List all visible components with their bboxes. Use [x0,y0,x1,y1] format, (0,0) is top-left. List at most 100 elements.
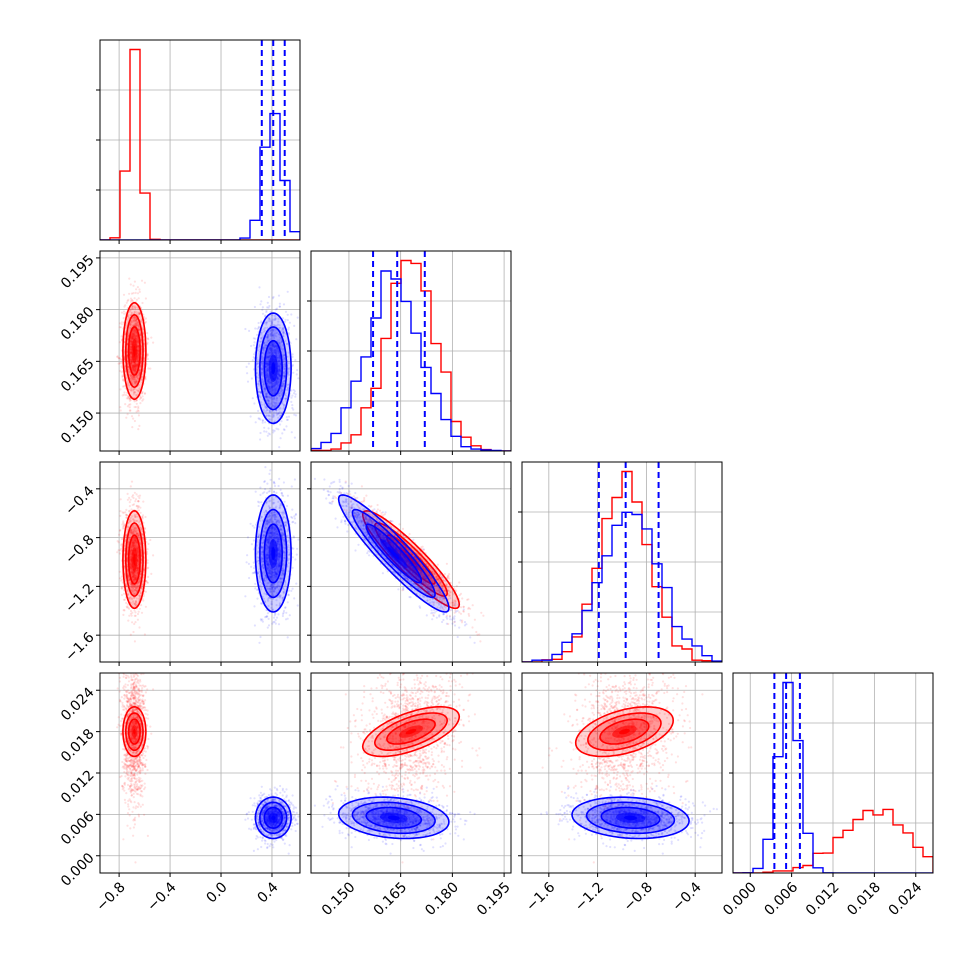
scatter-point [279,423,281,425]
scatter-point [262,306,264,308]
scatter-point [301,364,303,366]
scatter-point [134,281,136,283]
scatter-point [290,397,292,399]
scatter-point [120,326,122,328]
scatter-point [290,313,292,315]
scatter-point [248,563,250,565]
scatter-point [152,554,154,556]
scatter-point [121,321,123,323]
scatter-point [137,428,139,430]
scatter-point [275,623,277,625]
scatter-point [274,613,276,615]
scatter-point [295,583,297,585]
scatter-point [296,373,298,375]
scatter-point [268,618,270,620]
scatter-point [138,497,140,499]
scatter-point [294,437,296,439]
scatter-point [295,514,297,516]
scatter-point [263,430,265,432]
scatter-point [252,359,254,361]
scatter-point [262,419,264,421]
scatter-point [131,426,133,428]
scatter-point [147,543,149,545]
scatter-point [290,389,292,391]
scatter-point [262,422,264,424]
scatter-point [119,406,121,408]
scatter-point [118,357,120,359]
scatter-point [132,285,134,287]
scatter-point [147,567,149,569]
scatter-point [122,394,124,396]
scatter-point [300,577,302,579]
scatter-point [283,303,285,305]
scatter-point [147,338,149,340]
scatter-point [116,551,118,553]
scatter-point [138,425,140,427]
scatter-point [150,337,152,339]
panel-1-0 [96,251,303,479]
scatter-point [295,393,297,395]
scatter-point [120,544,122,546]
scatter-point [132,504,134,506]
scatter-point [123,313,125,315]
scatter-point [260,501,262,503]
scatter-point [256,598,258,600]
scatter-point [263,427,265,429]
scatter-point [253,341,255,343]
scatter-point [134,420,136,422]
scatter-point [289,322,291,324]
scatter-point [122,614,124,616]
scatter-point [135,498,137,500]
scatter-point [261,603,263,605]
scatter-point [121,371,123,373]
scatter-point [296,554,298,556]
scatter-point [119,552,121,554]
scatter-point [288,590,290,592]
scatter-point [136,411,138,413]
scatter-point [130,485,132,487]
scatter-point [291,485,293,487]
scatter-point [248,330,250,332]
scatter-point [133,623,135,625]
scatter-point [297,604,299,606]
scatter-point [287,319,289,321]
scatter-point [121,538,123,540]
panel-2-0 [96,444,303,666]
scatter-point [266,483,268,485]
scatter-point [123,391,125,393]
scatter-point [279,306,281,308]
scatter-point [131,615,133,617]
scatter-point [136,299,138,301]
scatter-point [144,392,146,394]
scatter-point [262,621,264,623]
scatter-point [281,492,283,494]
scatter-point [253,353,255,355]
scatter-point [126,302,128,304]
scatter-point [119,571,121,573]
scatter-point [286,505,288,507]
scatter-point [259,418,261,420]
scatter-point [246,372,248,374]
scatter-point [134,621,136,623]
scatter-point [127,413,129,415]
scatter-point [274,482,276,484]
scatter-point [258,322,260,324]
scatter-point [256,589,258,591]
scatter-point [253,527,255,529]
scatter-point [293,597,295,599]
scatter-point [268,452,270,454]
panel-content [311,251,511,451]
histogram-series-1 [311,271,511,451]
scatter-point [251,543,253,545]
scatter-point [274,485,276,487]
scatter-point [268,624,270,626]
scatter-point [264,466,266,468]
scatter-point [125,602,127,604]
scatter-point [297,377,299,379]
scatter-point [264,421,266,423]
scatter-point [293,325,295,327]
scatter-point [123,310,125,312]
scatter-point [272,297,274,299]
scatter-point [134,615,136,617]
scatter-point [296,369,298,371]
